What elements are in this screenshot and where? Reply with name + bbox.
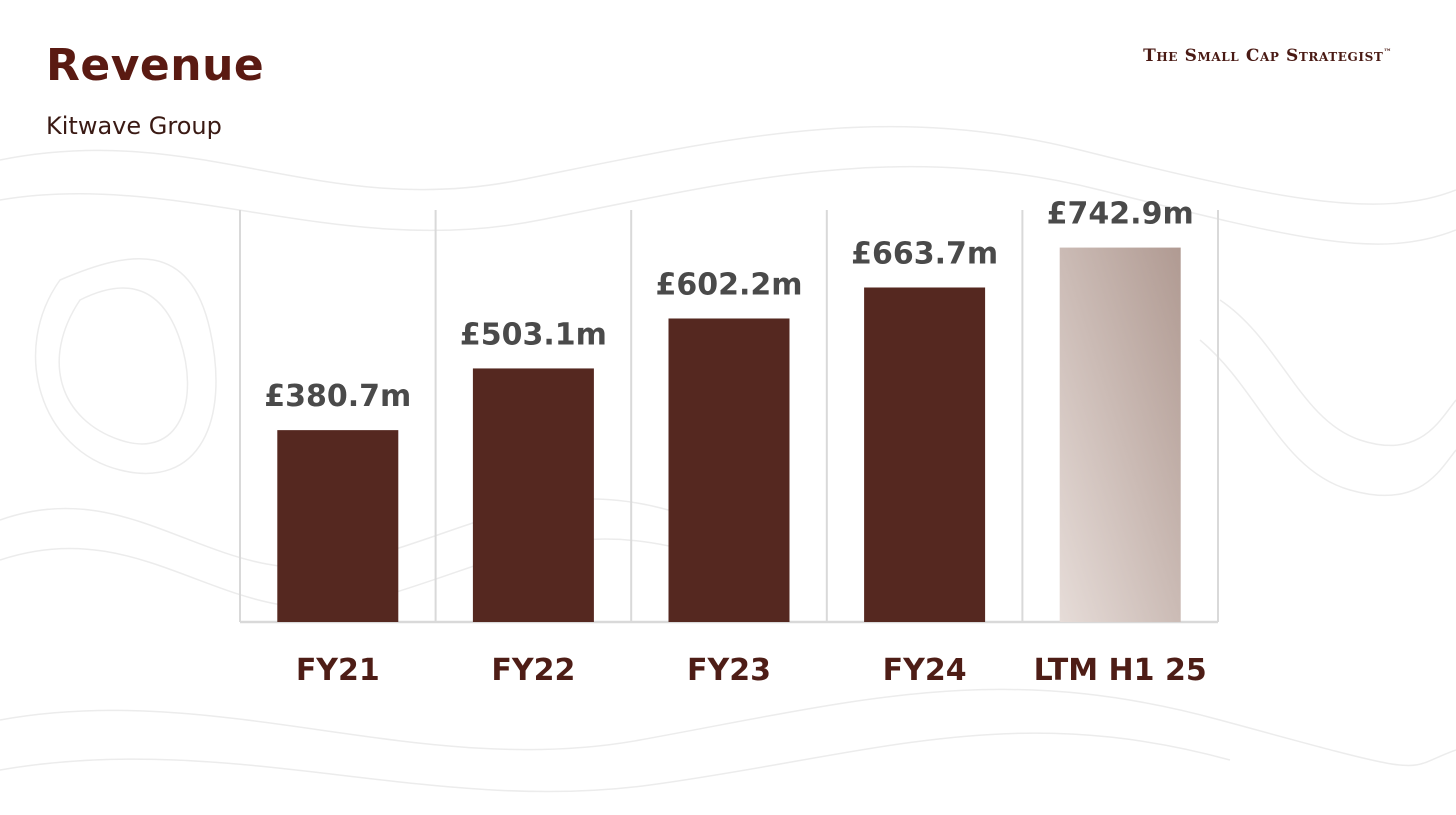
x-tick-label: FY21 (296, 653, 380, 688)
x-tick-label: FY24 (883, 653, 967, 688)
data-label: £663.7m (851, 236, 998, 271)
bar-ltm-h1-25 (1059, 247, 1181, 622)
page-title: Revenue (46, 40, 265, 91)
brand-logo: The Small Cap Strategist™ (1143, 46, 1392, 66)
x-tick-label: FY22 (491, 653, 575, 688)
bar-fy22 (472, 368, 594, 622)
page-subtitle: Kitwave Group (46, 112, 222, 140)
data-label: £742.9m (1047, 197, 1194, 232)
data-label: £503.1m (460, 317, 607, 352)
bar-fy21 (277, 430, 399, 622)
bar-fy23 (668, 318, 790, 622)
trademark-mark: ™ (1383, 46, 1392, 57)
bar-fy24 (864, 287, 986, 622)
chart-bars (277, 247, 1181, 622)
x-tick-label: FY23 (687, 653, 771, 688)
chart-labels: £380.7m FY21 £503.1m FY22 £602.2m FY23 £663.7m… (264, 197, 1206, 688)
x-tick-label: LTM H1 25 (1034, 653, 1207, 688)
brand-name: The Small Cap Strategist (1143, 46, 1384, 66)
data-label: £380.7m (264, 379, 411, 414)
data-label: £602.2m (655, 267, 802, 302)
